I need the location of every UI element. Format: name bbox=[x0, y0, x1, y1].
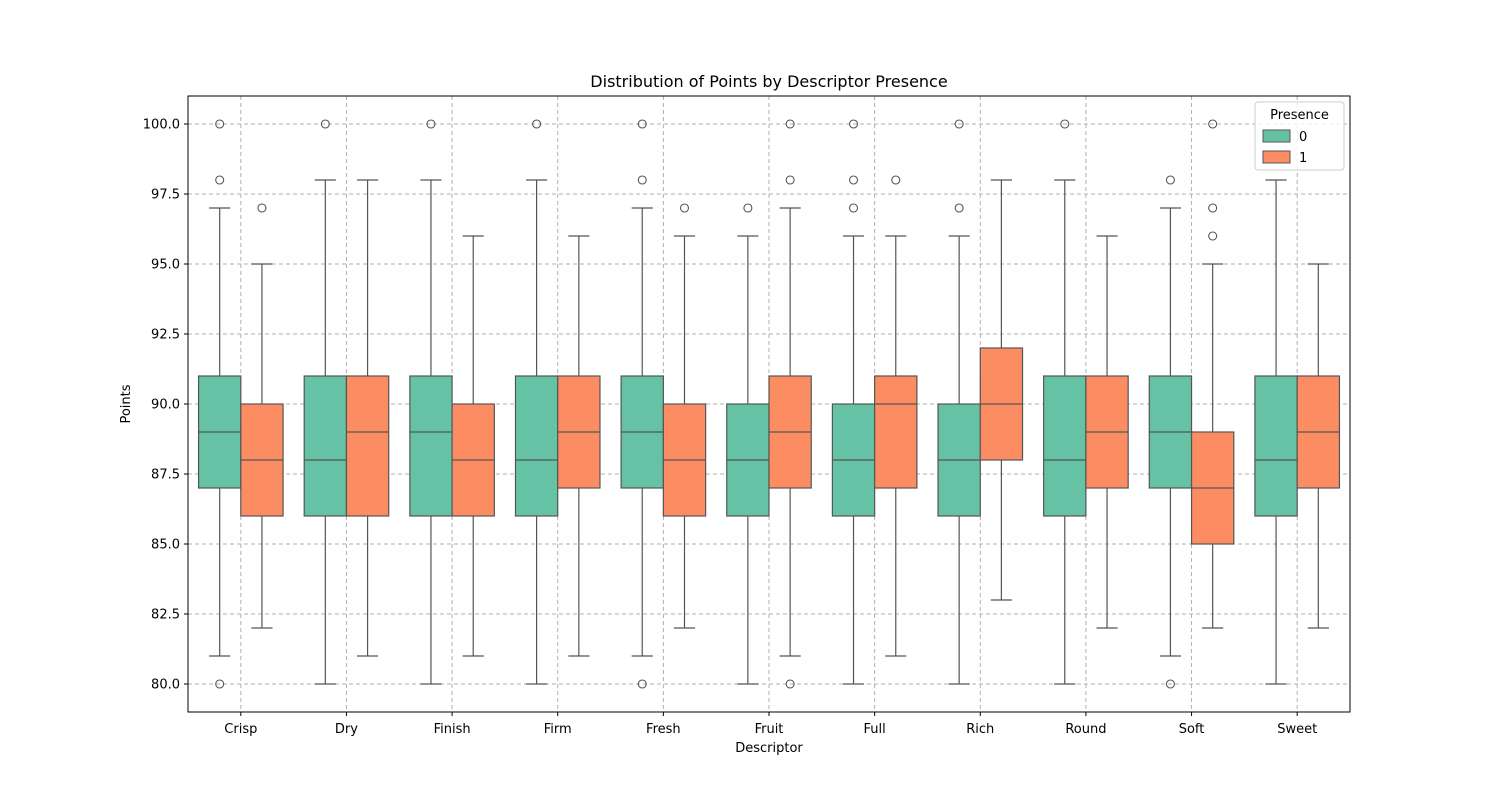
outlier-point bbox=[257, 203, 267, 213]
y-axis-label: Points bbox=[119, 384, 134, 423]
box-fresh-presence-1 bbox=[662, 203, 707, 629]
legend: Presence 01 bbox=[1254, 101, 1345, 171]
outlier-point bbox=[637, 119, 647, 129]
box-round-presence-1 bbox=[1085, 235, 1129, 629]
outlier-point bbox=[954, 119, 964, 129]
box-sweet-presence-0 bbox=[1254, 179, 1298, 685]
outlier-point bbox=[1165, 175, 1175, 185]
outlier-point bbox=[1208, 203, 1218, 213]
outlier-point bbox=[215, 175, 225, 185]
outlier-point bbox=[891, 175, 901, 185]
x-tick-label: Rich bbox=[966, 722, 994, 737]
box-full-presence-1 bbox=[874, 175, 918, 657]
y-tick-label: 95.0 bbox=[151, 258, 180, 273]
outlier-point bbox=[215, 119, 225, 129]
box-dry-presence-0 bbox=[303, 119, 348, 685]
box-soft-presence-1 bbox=[1190, 119, 1235, 629]
y-tick-label: 87.5 bbox=[151, 468, 180, 483]
x-tick-label: Fresh bbox=[646, 722, 681, 737]
box-crisp-presence-0 bbox=[197, 119, 242, 689]
box-body bbox=[303, 375, 348, 517]
outlier-point bbox=[1060, 119, 1070, 129]
box-body bbox=[874, 375, 918, 489]
box-finish-presence-0 bbox=[409, 119, 453, 685]
y-tick-label: 82.5 bbox=[151, 608, 180, 623]
x-tick-label: Dry bbox=[335, 722, 358, 737]
outlier-point bbox=[848, 175, 859, 185]
x-tick-label: Soft bbox=[1179, 722, 1205, 737]
legend-swatch-1 bbox=[1262, 150, 1291, 164]
box-full-presence-0 bbox=[831, 119, 876, 685]
box-firm-presence-1 bbox=[557, 235, 601, 657]
y-tick-label: 100.0 bbox=[143, 118, 180, 133]
y-tick-label: 92.5 bbox=[151, 328, 180, 343]
box-rich-presence-0 bbox=[937, 119, 981, 685]
outlier-point bbox=[785, 119, 795, 129]
y-tick-label: 80.0 bbox=[151, 678, 180, 693]
x-tick-label: Full bbox=[864, 722, 886, 737]
x-tick-label: Crisp bbox=[224, 722, 257, 737]
outlier-point bbox=[320, 119, 330, 129]
box-body bbox=[345, 375, 390, 517]
outlier-point bbox=[426, 119, 436, 129]
outlier-point bbox=[954, 203, 964, 213]
y-tick-label: 90.0 bbox=[151, 398, 180, 413]
box-fresh-presence-0 bbox=[620, 119, 664, 689]
y-axis-ticks: 80.0 82.5 85.0 87.5 90.0 92.5 95.0 97.5 100.0 bbox=[143, 118, 188, 693]
box-firm-presence-0 bbox=[514, 119, 559, 685]
legend-swatch-0 bbox=[1262, 129, 1291, 143]
legend-label-0: 0 bbox=[1299, 130, 1307, 145]
x-tick-label: Firm bbox=[544, 722, 572, 737]
outlier-point bbox=[1208, 231, 1218, 241]
box-fruit-presence-0 bbox=[726, 203, 770, 685]
box-body bbox=[514, 375, 559, 517]
box-crisp-presence-1 bbox=[240, 203, 284, 629]
outlier-point bbox=[532, 119, 542, 129]
outlier-point bbox=[637, 679, 647, 689]
legend-entries: 01 bbox=[1262, 129, 1307, 166]
x-tick-label: Finish bbox=[434, 722, 471, 737]
box-fruit-presence-1 bbox=[768, 119, 812, 689]
outlier-point bbox=[848, 119, 859, 129]
y-tick-label: 97.5 bbox=[151, 188, 180, 203]
outlier-point bbox=[1165, 679, 1175, 689]
outlier-point bbox=[215, 679, 225, 689]
x-tick-label: Sweet bbox=[1277, 722, 1317, 737]
box-round-presence-0 bbox=[1043, 119, 1087, 685]
y-tick-label: 85.0 bbox=[151, 538, 180, 553]
box-dry-presence-1 bbox=[345, 179, 390, 657]
outlier-point bbox=[848, 203, 859, 213]
outlier-point bbox=[679, 203, 690, 213]
legend-label-1: 1 bbox=[1299, 151, 1307, 166]
legend-title: Presence bbox=[1270, 108, 1329, 123]
box-sweet-presence-1 bbox=[1296, 263, 1341, 629]
box-finish-presence-1 bbox=[451, 235, 495, 657]
outlier-point bbox=[743, 203, 753, 213]
outlier-point bbox=[785, 175, 795, 185]
chart-title: Distribution of Points by Descriptor Pre… bbox=[590, 72, 947, 91]
x-axis-ticks: Crisp Dry Finish Firm Fresh Fruit Full Rich Roun… bbox=[224, 712, 1317, 737]
x-axis-label: Descriptor bbox=[735, 741, 803, 756]
x-tick-label: Fruit bbox=[755, 722, 784, 737]
outlier-point bbox=[1208, 119, 1218, 129]
box-rich-presence-1 bbox=[979, 179, 1024, 601]
x-tick-label: Round bbox=[1065, 722, 1106, 737]
outlier-point bbox=[637, 175, 647, 185]
box-body bbox=[1254, 375, 1298, 517]
box-layer bbox=[197, 119, 1341, 689]
box-body bbox=[1043, 375, 1087, 517]
box-body bbox=[409, 375, 453, 517]
outlier-point bbox=[785, 679, 795, 689]
